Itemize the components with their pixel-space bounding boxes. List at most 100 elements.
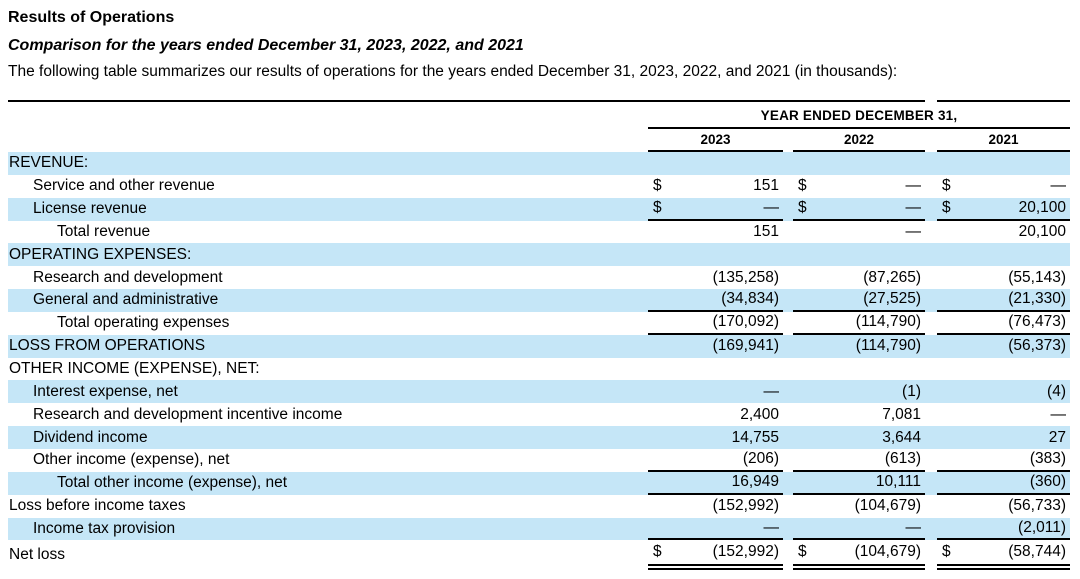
column-gap xyxy=(783,403,793,426)
intro-paragraph: The following table summarizes our resul… xyxy=(8,63,898,80)
value-cell: (4) xyxy=(937,380,1070,403)
value-cell: (135,258) xyxy=(648,266,783,289)
cell-value: (114,790) xyxy=(855,313,921,331)
cell-value: (1) xyxy=(902,382,921,400)
cell-value: 14,755 xyxy=(731,428,779,446)
table-row: Total revenue 151 — 20,100 xyxy=(8,221,1070,244)
value-cell: (34,834) xyxy=(648,289,783,312)
value-cell: — xyxy=(648,518,783,541)
value-cell: (152,992) xyxy=(648,495,783,518)
table-row: OPERATING EXPENSES: xyxy=(8,243,1070,267)
group-header-spacer xyxy=(8,102,648,129)
value-cell: 2,400 xyxy=(648,403,783,426)
cell-value: (56,733) xyxy=(1008,497,1066,515)
column-gap xyxy=(925,518,937,541)
column-gap xyxy=(783,495,793,518)
value-cell: (170,092) xyxy=(648,312,783,335)
value-cell: (56,733) xyxy=(937,495,1070,518)
section-subtitle: Comparison for the years ended December … xyxy=(8,37,524,54)
table-row: OTHER INCOME (EXPENSE), NET: xyxy=(8,358,1070,381)
dollar-sign: $ xyxy=(798,199,807,217)
value-cell: 10,111 xyxy=(793,472,925,495)
dollar-sign: $ xyxy=(653,543,662,561)
table-group-header-row: YEAR ENDED DECEMBER 31, xyxy=(8,102,1070,129)
value-cell xyxy=(793,243,925,266)
value-cell: (114,790) xyxy=(793,335,925,358)
table-row: Research and development (135,258) (87,265… xyxy=(8,266,1070,289)
column-gap xyxy=(783,152,793,175)
value-cell: — xyxy=(793,221,925,244)
cell-value: — xyxy=(763,382,780,400)
column-gap xyxy=(925,266,937,289)
cell-value: (152,992) xyxy=(712,497,779,515)
value-cell: (21,330) xyxy=(937,289,1070,312)
table-body: REVENUE: Service and other revenue $151 $ — $… xyxy=(8,152,1070,571)
table-row: Dividend income 14,755 3,644 27 xyxy=(8,426,1070,449)
value-cell: — xyxy=(793,518,925,541)
cell-value: (383) xyxy=(1029,450,1066,468)
dollar-sign: $ xyxy=(653,199,662,217)
cell-value: 151 xyxy=(753,177,779,195)
column-gap xyxy=(925,495,937,518)
cell-value: (34,834) xyxy=(721,290,779,308)
dollar-sign: $ xyxy=(942,543,951,561)
row-label: Research and development incentive incom… xyxy=(33,405,343,423)
column-gap xyxy=(925,198,937,221)
row-label: Income tax provision xyxy=(33,519,176,537)
value-cell xyxy=(793,152,925,175)
row-label: Interest expense, net xyxy=(33,382,178,400)
value-cell: $ — xyxy=(648,198,783,221)
table-year-header-row: 2023 2022 2021 xyxy=(8,129,1070,152)
value-cell: 16,949 xyxy=(648,472,783,495)
cell-value: (135,258) xyxy=(712,268,779,286)
year-header-spacer xyxy=(8,129,648,152)
cell-value: (104,679) xyxy=(854,543,921,561)
value-cell: 151 xyxy=(648,221,783,244)
cell-value: — xyxy=(905,222,922,240)
table-row: Income tax provision — — (2,011) xyxy=(8,517,1070,541)
column-gap xyxy=(783,380,793,403)
cell-value: (613) xyxy=(884,450,921,468)
cell-value: (58,744) xyxy=(1008,543,1066,561)
column-gap xyxy=(783,129,793,152)
table-row: Interest expense, net — (1) (4) xyxy=(8,380,1070,404)
row-label: Total revenue xyxy=(57,222,151,240)
value-cell xyxy=(648,152,783,175)
cell-value: (27,525) xyxy=(863,290,921,308)
row-label: Loss before income taxes xyxy=(9,497,186,515)
column-gap xyxy=(783,289,793,312)
column-gap xyxy=(783,266,793,289)
top-rule-left-segment xyxy=(8,100,925,102)
cell-value: — xyxy=(905,518,922,536)
column-gap xyxy=(783,198,793,221)
dollar-sign: $ xyxy=(798,543,807,561)
table-row: Research and development incentive incom… xyxy=(8,403,1070,426)
column-gap xyxy=(925,175,937,198)
column-gap xyxy=(925,243,937,266)
row-label: Total other income (expense), net xyxy=(57,474,288,492)
table-row: REVENUE: xyxy=(8,152,1070,175)
value-cell: (1) xyxy=(793,380,925,403)
cell-value: 2,400 xyxy=(740,405,779,423)
row-label: Other income (expense), net xyxy=(33,451,230,469)
column-gap xyxy=(783,335,793,358)
cell-value: 151 xyxy=(753,222,779,240)
row-label: Research and development xyxy=(33,268,223,286)
column-gap xyxy=(783,175,793,198)
table-row: License revenue $ — $ — $20,100 xyxy=(8,197,1070,221)
cell-value: (21,330) xyxy=(1008,290,1066,308)
year-column-header-2021: 2021 xyxy=(937,129,1070,152)
value-cell: $ (104,679) xyxy=(793,540,925,571)
column-gap xyxy=(783,472,793,495)
table-row: General and administrative (34,834) (27,52… xyxy=(8,289,1070,312)
cell-value: (76,473) xyxy=(1008,313,1066,331)
value-cell: $ — xyxy=(793,198,925,221)
column-gap xyxy=(925,540,937,570)
value-cell xyxy=(793,358,925,381)
value-cell: (169,941) xyxy=(648,335,783,358)
cell-value: (114,790) xyxy=(855,337,921,355)
value-cell: (360) xyxy=(937,472,1070,495)
table-row: Total other income (expense), net 16,949 1… xyxy=(8,471,1070,495)
column-gap xyxy=(925,358,937,381)
cell-value: 27 xyxy=(1048,428,1066,446)
